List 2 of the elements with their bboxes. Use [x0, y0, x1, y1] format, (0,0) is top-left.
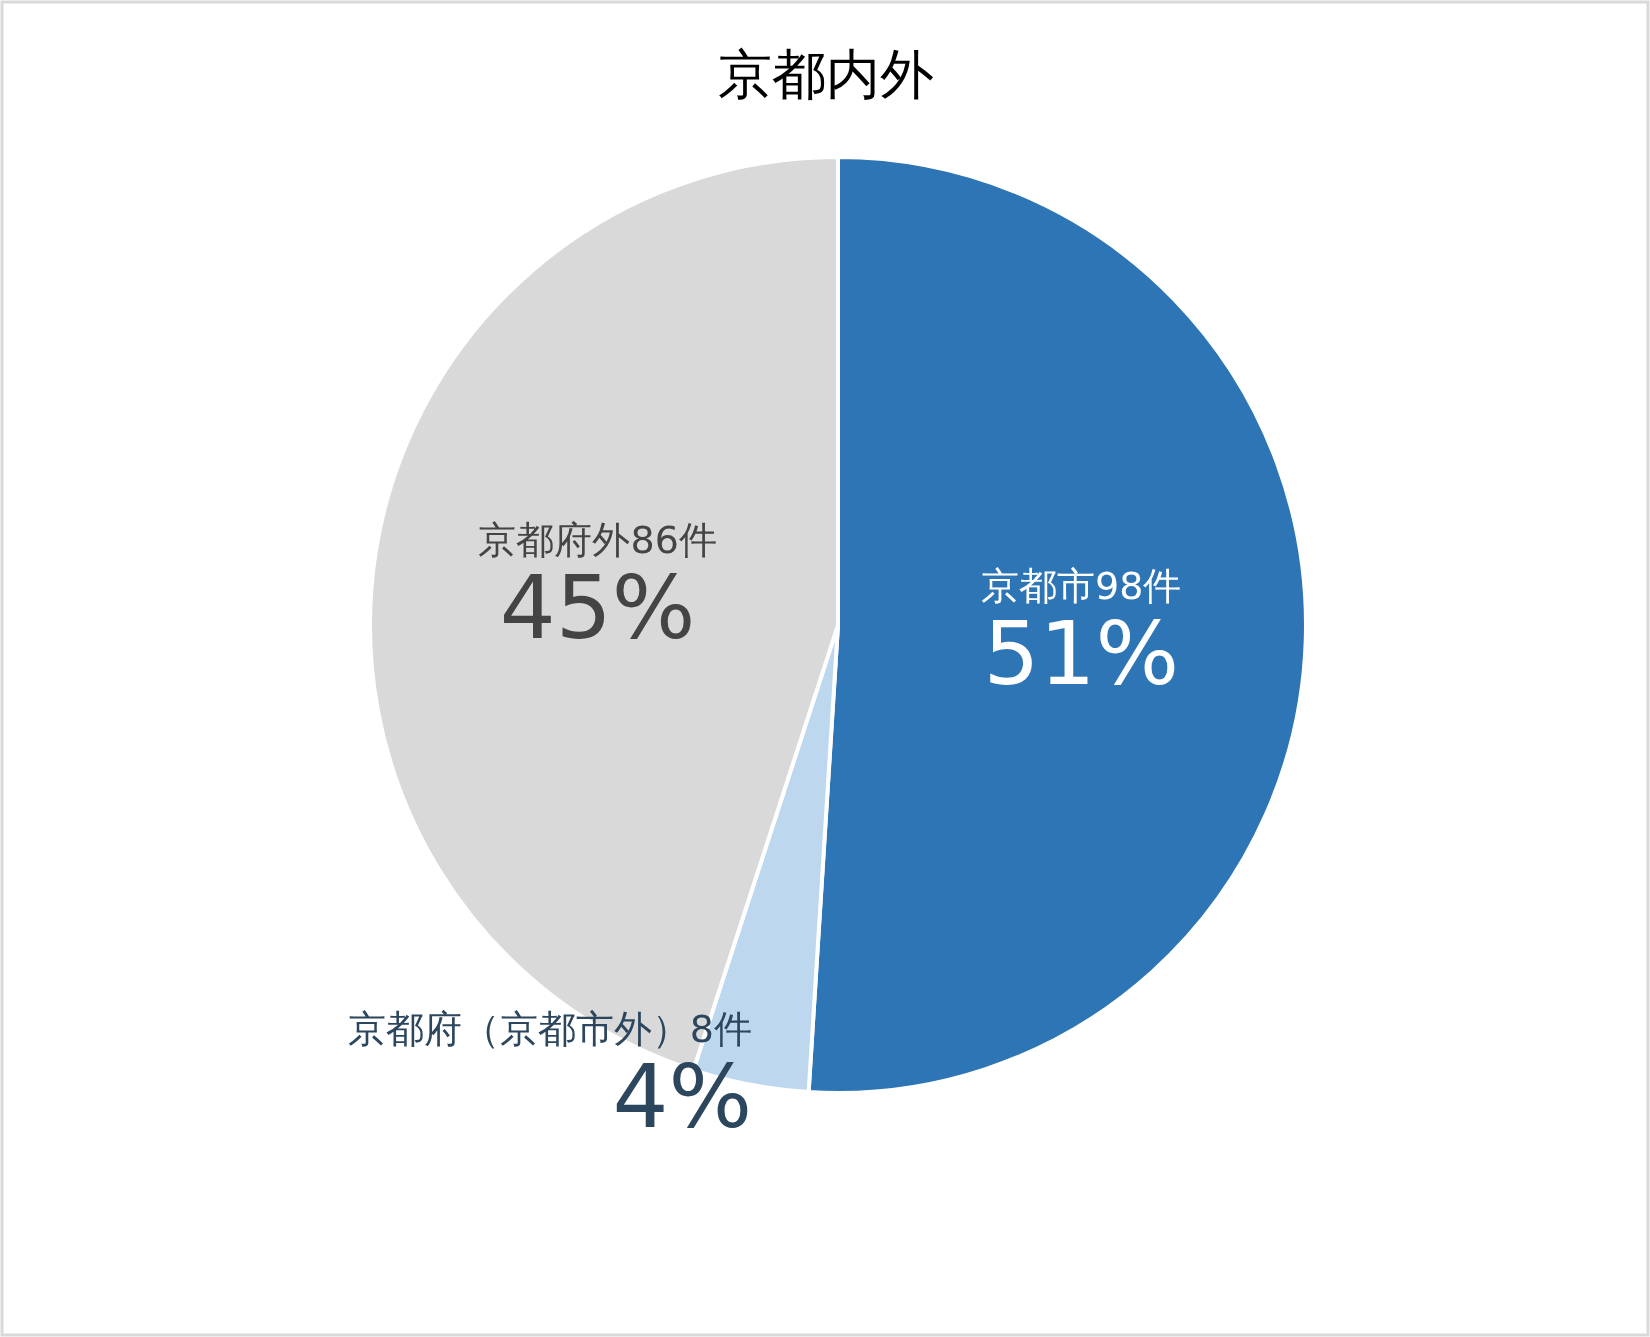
slice-label: 京都府（京都市外）8件 [347, 1006, 753, 1051]
chart-title: 京都内外 [718, 43, 934, 106]
